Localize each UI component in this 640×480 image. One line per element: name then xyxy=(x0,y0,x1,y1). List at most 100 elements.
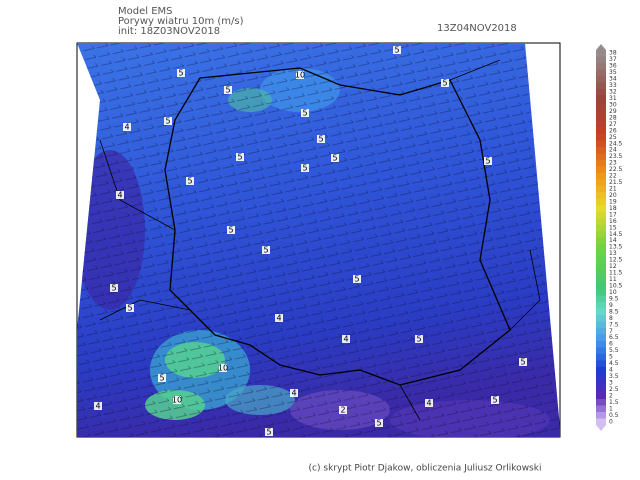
colorbar-label: 0 xyxy=(609,418,613,425)
label-box xyxy=(265,428,273,436)
color-swatch xyxy=(596,282,606,290)
color-swatch xyxy=(596,172,606,180)
contour-label: 4 xyxy=(124,123,129,132)
colorbar-label: 31 xyxy=(609,95,617,102)
colorbar-label: 20 xyxy=(609,192,617,199)
label-box xyxy=(164,117,172,125)
color-swatch xyxy=(596,101,606,109)
label-box xyxy=(331,154,339,162)
color-swatch xyxy=(596,353,606,361)
colorbar-label: 24 xyxy=(609,147,617,154)
contour-label: 10 xyxy=(218,364,228,373)
color-swatch xyxy=(596,134,606,141)
label-box xyxy=(126,304,134,312)
color-swatch xyxy=(596,379,606,387)
colorbar-label: 21 xyxy=(609,186,617,193)
colorbar-label: 22.5 xyxy=(609,166,623,173)
colorbar-label: 8.5 xyxy=(609,308,619,315)
contour-label: 5 xyxy=(442,79,447,88)
colorbar-label: 14 xyxy=(609,237,617,244)
contour-label: 5 xyxy=(237,153,242,162)
label-box xyxy=(301,109,309,117)
color-swatch xyxy=(596,121,606,128)
color-swatch xyxy=(596,224,606,232)
colorbar-label: 16 xyxy=(609,218,617,225)
label-box xyxy=(224,86,232,94)
colorbar-label: 4 xyxy=(609,367,613,374)
colorbar-label: 14.5 xyxy=(609,231,623,238)
color-swatch xyxy=(596,62,606,70)
color-swatch xyxy=(596,269,606,277)
color-swatch xyxy=(596,56,606,64)
colorbar-label: 11 xyxy=(609,276,617,283)
contour-label: 2 xyxy=(340,406,345,415)
contour-label: 5 xyxy=(416,335,421,344)
contour-label: 4 xyxy=(95,402,100,411)
label-box xyxy=(219,364,227,372)
label-box xyxy=(484,157,492,165)
colorbar-label: 10.5 xyxy=(609,282,623,289)
label-box xyxy=(375,419,383,427)
colorbar-label: 3.5 xyxy=(609,373,619,380)
colorbar-label: 0.5 xyxy=(609,412,619,419)
color-swatch xyxy=(596,250,606,258)
color-swatch xyxy=(596,237,606,245)
color-swatch xyxy=(596,392,606,400)
colorbar-label: 5.5 xyxy=(609,347,619,354)
color-swatch xyxy=(596,146,606,154)
colorbar-label: 35 xyxy=(609,69,617,76)
map xyxy=(77,43,560,437)
colorbar-label: 10 xyxy=(609,289,617,296)
colorbar-label: 24.5 xyxy=(609,140,623,147)
label-box xyxy=(275,314,283,322)
color-swatch xyxy=(596,192,606,200)
color-swatch xyxy=(596,308,606,316)
contour-label: 5 xyxy=(225,86,230,95)
color-swatch xyxy=(596,289,606,296)
color-swatch xyxy=(596,211,606,219)
label-box xyxy=(425,399,433,407)
contour-label: 5 xyxy=(263,246,268,255)
color-swatch xyxy=(596,386,606,393)
colorbar-label: 1.5 xyxy=(609,399,619,406)
color-swatch xyxy=(596,82,606,90)
label-box xyxy=(290,389,298,397)
color-swatch xyxy=(596,399,606,406)
colorbar: 383736353433323130292827262524.52423.523… xyxy=(596,44,623,431)
colorbar-label: 13 xyxy=(609,250,617,257)
color-swatch xyxy=(596,243,606,251)
contour-label: 5 xyxy=(394,46,399,55)
colorbar-label: 18 xyxy=(609,205,617,212)
color-swatch xyxy=(596,412,606,419)
label-box xyxy=(158,374,166,382)
label-box xyxy=(393,46,401,54)
colorbar-label: 19 xyxy=(609,198,617,205)
color-swatch xyxy=(596,69,606,77)
contour-label: 4 xyxy=(117,191,122,200)
credit: (c) skrypt Piotr Djakow, obliczenia Juli… xyxy=(309,464,542,474)
contour-label: 4 xyxy=(426,399,431,408)
colorbar-label: 7 xyxy=(609,328,613,335)
colorbar-label: 12 xyxy=(609,263,617,270)
wind-barbs xyxy=(77,43,560,437)
color-swatch xyxy=(596,321,606,329)
color-swatch xyxy=(596,347,606,355)
color-swatch xyxy=(596,315,606,322)
colorbar-label: 3 xyxy=(609,379,613,386)
colorbar-label: 2.5 xyxy=(609,386,619,393)
init-time: init: 18Z03NOV2018 xyxy=(118,26,220,37)
colorbar-label: 2 xyxy=(609,392,613,399)
color-swatch xyxy=(596,256,606,264)
label-box xyxy=(227,226,235,234)
color-swatch xyxy=(596,75,606,83)
label-box xyxy=(301,164,309,172)
label-box xyxy=(342,335,350,343)
color-swatch xyxy=(596,218,606,225)
color-swatch xyxy=(596,140,606,148)
label-box xyxy=(94,402,102,410)
colorbar-label: 9.5 xyxy=(609,295,619,302)
contour-label: 5 xyxy=(159,374,164,383)
colorbar-label: 27 xyxy=(609,121,617,128)
contour-label: 5 xyxy=(165,117,170,126)
label-box xyxy=(296,71,304,79)
